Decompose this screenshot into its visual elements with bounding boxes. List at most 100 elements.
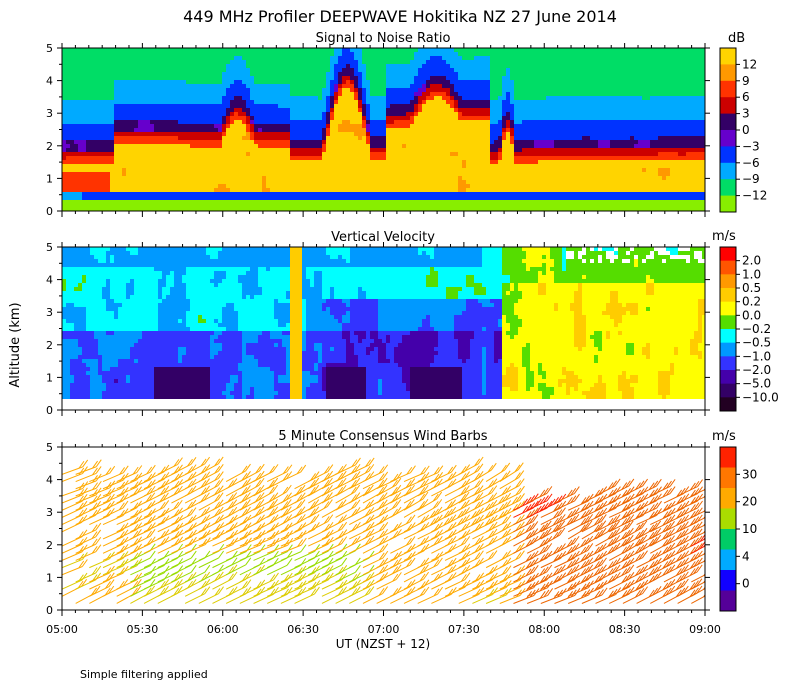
snr-cell — [114, 192, 119, 197]
snr-cell — [486, 60, 491, 65]
snr-cell — [438, 144, 443, 149]
snr-cell — [546, 76, 551, 81]
snr-cell — [370, 168, 375, 173]
snr-cell — [482, 172, 487, 177]
snr-cell — [510, 76, 515, 81]
snr-cell — [378, 92, 383, 97]
snr-cell — [210, 136, 215, 141]
snr-cell — [258, 192, 263, 197]
snr-cell — [422, 112, 427, 117]
snr-cell — [442, 164, 447, 169]
snr-cell — [414, 72, 419, 77]
snr-cell — [458, 108, 463, 113]
snr-cell — [326, 176, 331, 181]
snr-cell — [238, 160, 243, 165]
snr-cell — [262, 104, 267, 109]
snr-cell — [454, 184, 459, 189]
snr-cell — [246, 188, 251, 193]
snr-cell — [478, 92, 483, 97]
snr-cell — [270, 96, 275, 101]
snr-cell — [386, 136, 391, 141]
snr-cell — [102, 56, 107, 61]
snr-cell — [302, 56, 307, 61]
snr-cell — [102, 68, 107, 73]
snr-cell — [262, 144, 267, 149]
snr-cell — [466, 192, 471, 197]
snr-cell — [354, 180, 359, 185]
snr-cell — [258, 176, 263, 181]
snr-cell — [538, 148, 543, 153]
snr-cell — [370, 196, 375, 201]
snr-cell — [242, 104, 247, 109]
snr-cell — [530, 188, 535, 193]
snr-cell — [290, 72, 295, 77]
snr-cell — [418, 200, 423, 205]
snr-cell — [238, 80, 243, 85]
snr-cell — [234, 152, 239, 157]
snr-cell — [238, 204, 243, 209]
snr-cell — [250, 208, 255, 211]
snr-cell — [450, 112, 455, 117]
snr-cell — [262, 132, 267, 137]
snr-cell — [94, 148, 99, 153]
snr-cell — [282, 76, 287, 81]
snr-cell — [194, 52, 199, 57]
snr-cell — [430, 152, 435, 157]
snr-cell — [494, 204, 499, 209]
snr-cell — [282, 96, 287, 101]
snr-cell — [146, 120, 151, 125]
snr-cell — [506, 152, 511, 157]
snr-cell — [278, 160, 283, 165]
snr-cell — [450, 104, 455, 109]
snr-cell — [438, 76, 443, 81]
snr-cell — [90, 136, 95, 141]
snr-cell — [358, 148, 363, 153]
snr-cell — [70, 96, 75, 101]
snr-cell — [222, 184, 227, 189]
snr-cell — [510, 128, 515, 133]
snr-cell — [390, 180, 395, 185]
snr-cell — [198, 80, 203, 85]
snr-cell — [174, 144, 179, 149]
snr-cell — [94, 48, 99, 53]
snr-cell — [466, 84, 471, 89]
snr-cell — [374, 156, 379, 161]
snr-cell — [206, 92, 211, 97]
snr-cell — [154, 88, 159, 93]
snr-cell — [122, 140, 127, 145]
snr-cell — [66, 124, 71, 129]
snr-cell — [414, 104, 419, 109]
snr-cell — [326, 100, 331, 105]
snr-cell — [242, 116, 247, 121]
snr-cell — [318, 132, 323, 137]
snr-cell — [206, 192, 211, 197]
snr-cell — [410, 60, 415, 65]
snr-cell — [138, 100, 143, 105]
snr-cell — [150, 96, 155, 101]
snr-cell — [146, 168, 151, 173]
snr-cell — [282, 100, 287, 105]
snr-cell — [222, 104, 227, 109]
snr-cell — [314, 120, 319, 125]
snr-cell — [530, 148, 535, 153]
snr-cell — [286, 132, 291, 137]
snr-cell — [310, 100, 315, 105]
snr-cell — [198, 116, 203, 121]
snr-cell — [146, 104, 151, 109]
snr-cell — [86, 120, 91, 125]
snr-cell — [274, 132, 279, 137]
snr-cell — [66, 56, 71, 61]
snr-cell — [94, 100, 99, 105]
snr-cell — [506, 56, 511, 61]
snr-cell — [106, 144, 111, 149]
snr-cell — [98, 88, 103, 93]
snr-cell — [534, 48, 539, 53]
snr-cell — [426, 144, 431, 149]
snr-cell — [222, 56, 227, 61]
snr-cell — [314, 176, 319, 181]
snr-cell — [210, 56, 215, 61]
snr-cell — [62, 176, 67, 181]
snr-cell — [310, 184, 315, 189]
snr-cell — [498, 108, 503, 113]
snr-cell — [78, 76, 83, 81]
